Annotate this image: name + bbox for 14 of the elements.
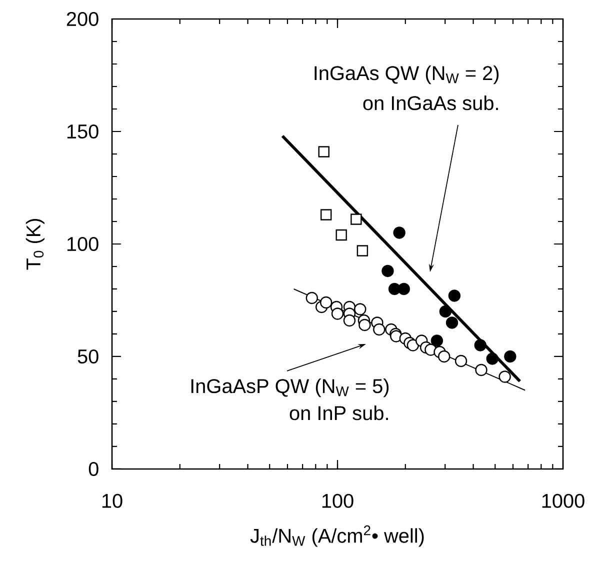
annotation: InGaAsP QW (N$_{W}$ = 5) [191, 378, 389, 398]
y-axis-title: T$_{0}$ (K) [26, 218, 44, 270]
y-tick-label: 50 [78, 349, 98, 364]
annotation: on InP sub. [290, 406, 388, 420]
x-axis-title: J$_{th}$/N$_{W}$ (A/cm$^{2}$• well) [250, 525, 424, 547]
annotation: on InGaAs sub. [363, 96, 498, 110]
y-tick-label: 150 [67, 124, 98, 139]
x-tick-label: 10 [102, 494, 122, 508]
x-tick-label: 1000 [542, 494, 584, 508]
y-tick-label: 100 [67, 236, 98, 252]
y-tick-label: 0 [88, 462, 98, 476]
x-tick-label: 100 [322, 494, 354, 508]
y-tick-label: 200 [66, 12, 98, 26]
annotation: InGaAs QW (N$_{W}$ = 2) [314, 66, 499, 84]
